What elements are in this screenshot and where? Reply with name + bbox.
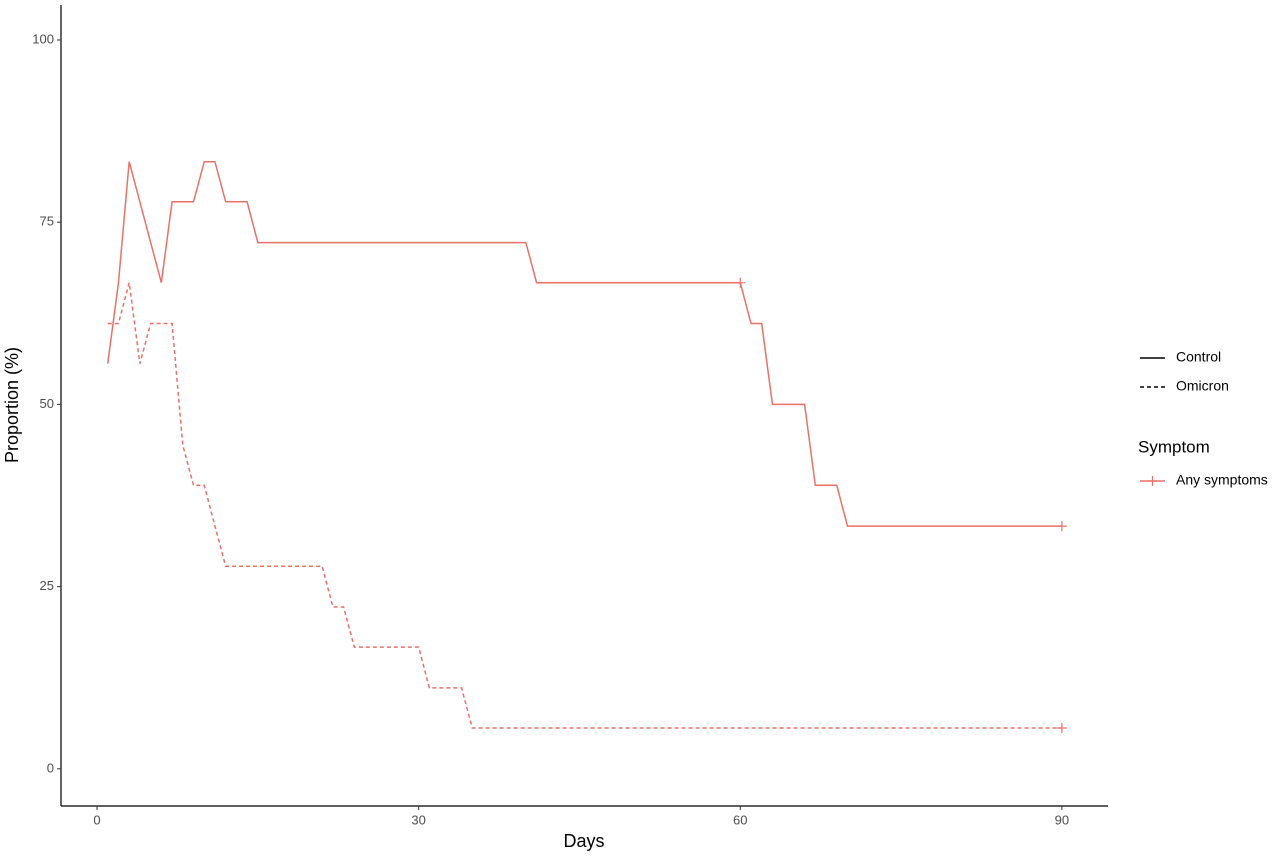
series-line xyxy=(107,282,1062,729)
legend-label: Any symptoms xyxy=(1176,472,1268,488)
legend-title: Symptom xyxy=(1138,437,1210,456)
censor-mark xyxy=(735,277,746,288)
x-tick-label: 0 xyxy=(93,812,100,827)
x-tick-label: 90 xyxy=(1055,812,1069,827)
censor-mark xyxy=(1056,723,1067,734)
series-line xyxy=(106,160,1062,527)
y-tick-label: 0 xyxy=(47,760,54,775)
y-tick-label: 75 xyxy=(40,214,54,229)
y-tick-label: 100 xyxy=(32,31,54,46)
x-axis-label: Days xyxy=(563,831,604,851)
y-tick-label: 50 xyxy=(40,396,54,411)
censor-mark xyxy=(1056,521,1067,532)
legend-label: Omicron xyxy=(1176,378,1229,394)
legend-label: Control xyxy=(1176,349,1221,365)
y-tick-label: 25 xyxy=(40,578,54,593)
y-axis-label: Proportion (%) xyxy=(2,347,22,463)
legend-key-mark xyxy=(1147,476,1158,486)
x-tick-label: 30 xyxy=(411,812,425,827)
x-tick-label: 60 xyxy=(733,812,747,827)
